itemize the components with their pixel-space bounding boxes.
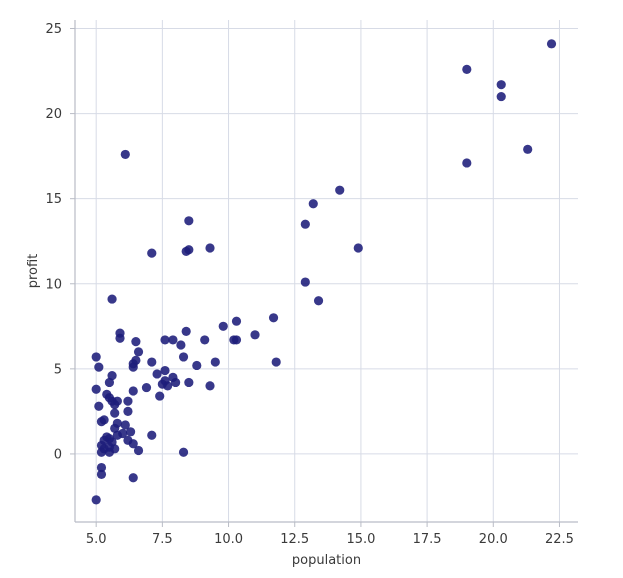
data-point [120,420,130,430]
data-point [155,391,165,401]
data-point [160,365,170,376]
data-point [91,384,101,394]
x-axis-label: population [292,553,361,568]
data-point [120,149,130,160]
data-point [168,335,178,345]
data-point [96,417,107,427]
data-point [176,340,186,350]
x-tick-label: 7.5 [152,532,173,547]
data-point [496,80,506,90]
data-point [112,430,122,440]
data-point [171,377,181,388]
y-tick-label: 10 [45,277,62,292]
data-point [91,495,101,505]
data-point [181,246,191,257]
tick-labels: 5.0 7.5 10.0 12.5 15.0 17.5 20.0 22.5 0 5 10 15 20 25 [45,22,573,547]
data-point [107,294,117,304]
data-point [184,216,194,226]
data-point [147,248,157,258]
data-point [178,447,189,457]
data-point [91,352,101,362]
data-point [128,473,138,483]
data-point [268,313,279,323]
data-point [133,445,144,456]
data-point [308,199,318,209]
data-point [125,427,136,437]
x-tick-label: 17.5 [413,532,442,547]
data-point [231,335,242,345]
x-tick-label: 22.5 [545,532,574,547]
data-point [110,408,120,418]
data-point [96,469,107,479]
data-point [104,447,115,457]
y-axis-label: profit [26,254,41,289]
data-point [94,401,104,411]
data-point [192,360,202,371]
axes-spines [74,20,578,523]
data-point [300,219,310,229]
y-tick-label: 20 [45,107,62,122]
data-point [218,321,228,331]
data-point [181,326,191,337]
data-point [128,439,138,449]
data-point [96,462,107,473]
data-point [115,333,125,343]
data-point [123,396,133,406]
data-point [313,296,324,306]
data-point [335,185,345,195]
data-point [147,430,157,440]
data-point [133,347,144,357]
y-tick-label: 0 [54,447,62,462]
data-point [160,335,170,345]
x-tick-label: 5.0 [86,532,107,547]
data-point [300,277,310,287]
data-point [200,335,210,345]
data-point [205,381,215,391]
data-point [152,369,162,379]
y-tick-label: 15 [45,192,62,207]
data-point [131,337,141,347]
data-point [128,386,138,396]
data-point [141,382,152,393]
data-point [546,39,557,49]
data-point [178,352,189,362]
data-point [523,144,533,154]
data-point [271,357,281,367]
grid-lines [75,20,578,522]
data-point [110,399,120,410]
x-tick-label: 15.0 [346,532,375,547]
data-point [123,406,133,416]
data-point [128,362,138,372]
x-tick-label: 10.0 [214,532,243,547]
data-point [462,158,472,168]
data-point [96,447,107,457]
x-tick-label: 12.5 [280,532,309,547]
data-point [104,377,115,388]
y-tick-label: 25 [45,22,62,37]
data-point [184,377,194,388]
data-point [147,357,157,367]
data-point [205,243,215,253]
data-point [94,362,104,372]
data-point [250,330,260,340]
data-point [353,243,363,253]
y-tick-label: 5 [54,362,62,377]
data-points [91,39,557,505]
data-point [160,376,170,386]
data-point [462,64,472,74]
data-point [496,91,506,102]
data-point [210,357,220,367]
data-point [231,316,242,326]
x-tick-label: 20.0 [479,532,508,547]
